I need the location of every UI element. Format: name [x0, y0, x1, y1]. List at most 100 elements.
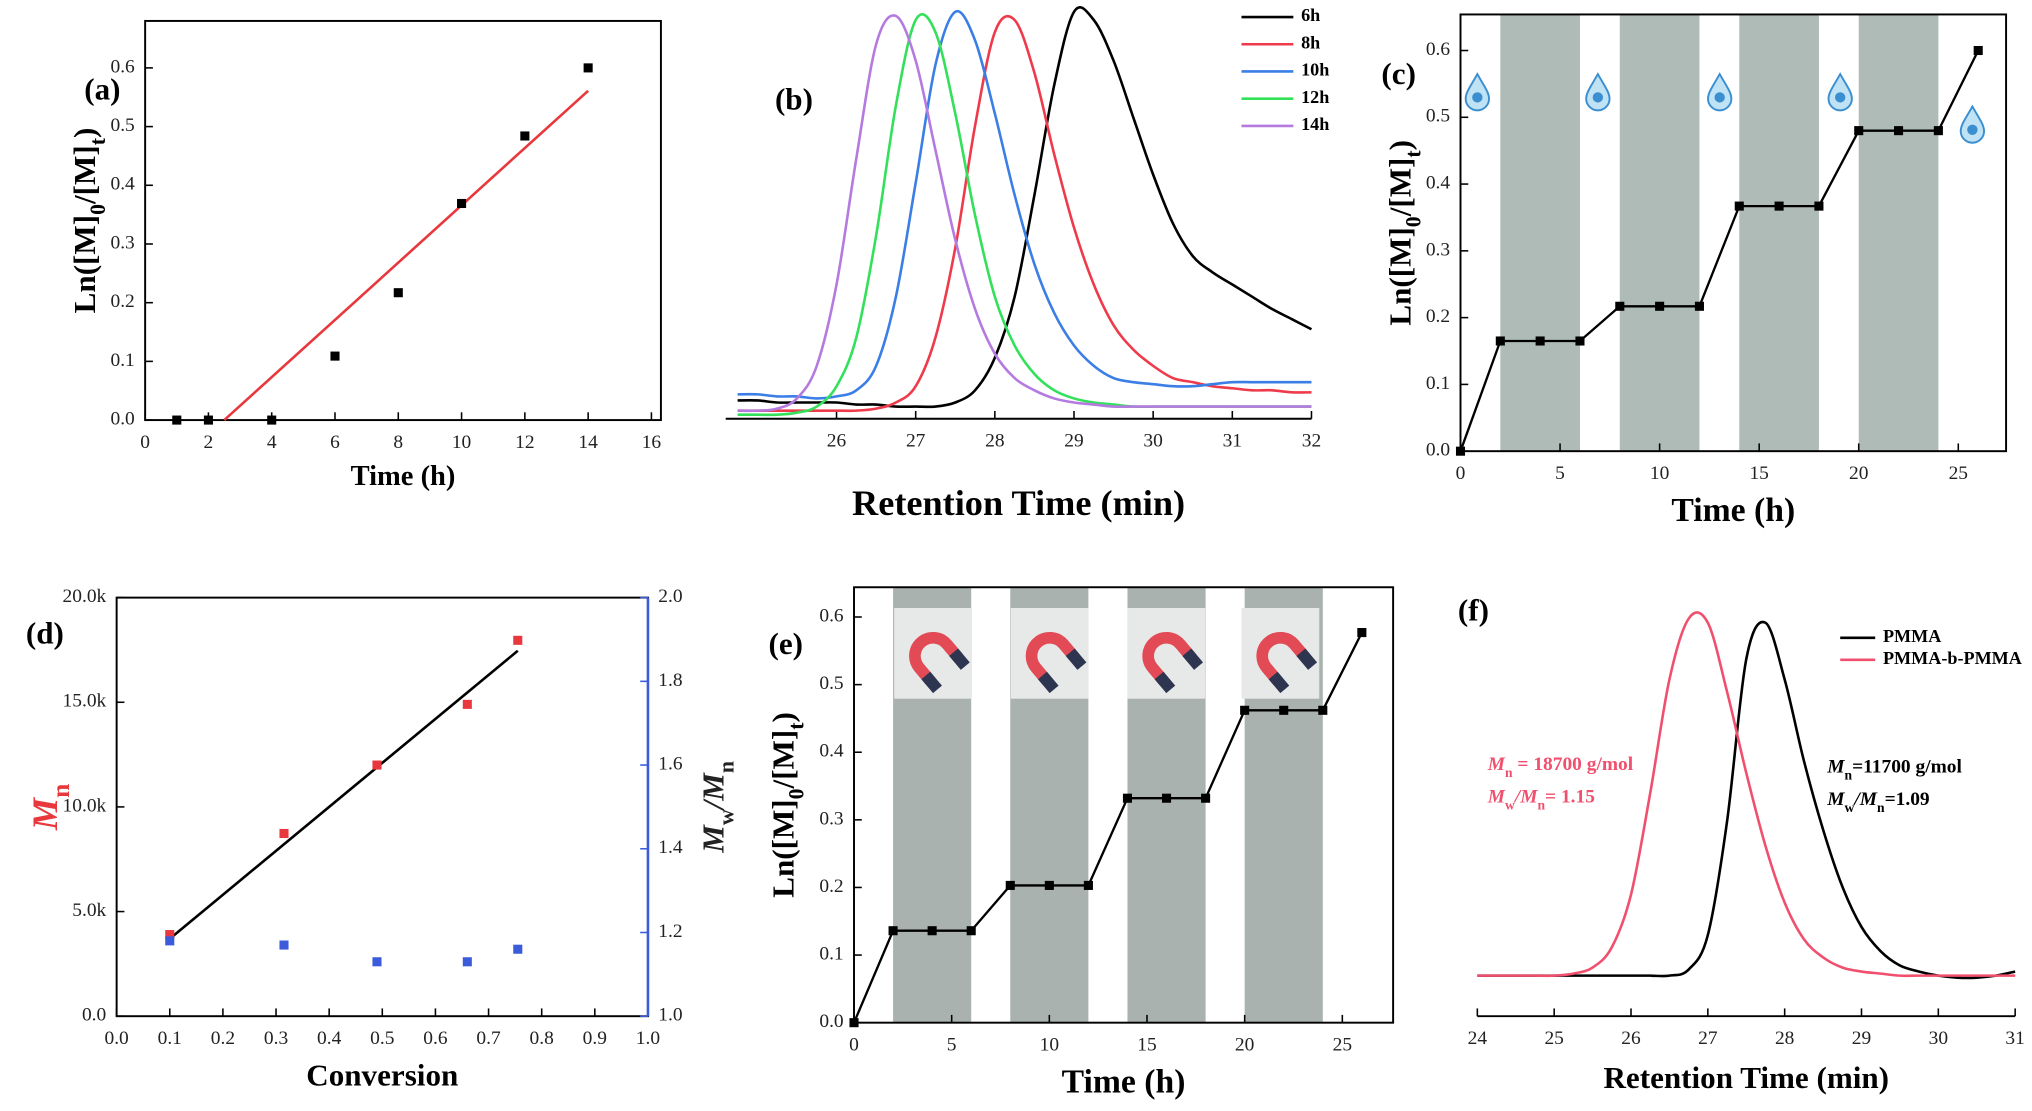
data-point — [966, 926, 976, 936]
data-point — [1774, 201, 1784, 211]
panel-label: (f) — [1458, 592, 1489, 627]
x-tick-label: 8 — [393, 432, 403, 453]
y-tick-label: 0.3 — [110, 232, 134, 253]
data-point — [927, 926, 937, 936]
legend-label: 12h — [1301, 87, 1329, 107]
x-axis-label: Retention Time (min) — [852, 483, 1185, 523]
plot-frame — [115, 596, 649, 1018]
label-part: 0 — [1401, 216, 1425, 227]
y2-tick-label: 2.0 — [658, 586, 682, 607]
x-tick-label: 24 — [1468, 1028, 1488, 1049]
label-part: w — [1505, 797, 1515, 812]
y-tick-label: 0.4 — [1426, 173, 1451, 194]
data-point — [1933, 126, 1943, 136]
data-point — [165, 930, 175, 940]
data-point — [849, 1018, 859, 1028]
plot-frame — [144, 19, 662, 422]
data-point — [1455, 446, 1466, 456]
label-part: =1.09 — [1885, 790, 1930, 811]
data-point — [1201, 793, 1211, 803]
data-point — [1814, 201, 1824, 211]
magnet-icon — [1142, 631, 1204, 694]
label-part: n — [715, 761, 739, 773]
data-point — [1240, 705, 1250, 715]
y-tick-label: 0.2 — [819, 876, 843, 897]
x-tick-label: 31 — [1223, 431, 1242, 452]
y-tick-label: 0.1 — [110, 350, 134, 371]
data-point — [513, 635, 523, 645]
x-tick-label: 4 — [267, 432, 277, 453]
data-point — [462, 957, 472, 967]
label-part: t — [785, 722, 809, 730]
x-tick-label: 0.2 — [211, 1028, 235, 1049]
series-line — [737, 14, 1312, 413]
annotation: Mw/Mn= 1.15 — [1487, 787, 1595, 812]
data-point — [462, 699, 472, 709]
label-part: w — [715, 809, 739, 825]
y-tick-label: 20.0k — [63, 586, 107, 607]
drop-icon — [1959, 104, 1986, 144]
x-tick-label: 0.8 — [530, 1028, 554, 1049]
data-point — [1318, 705, 1328, 715]
data-point — [1894, 126, 1904, 136]
label-part: M — [1826, 757, 1845, 778]
x-tick-label: 10 — [1040, 1034, 1059, 1055]
data-point — [1122, 793, 1133, 803]
y-tick-label: 5.0k — [72, 900, 106, 921]
label-part: /M — [1513, 787, 1538, 808]
label-part: =11700 g/mol — [1852, 757, 1962, 778]
x-tick-label: 29 — [1852, 1028, 1871, 1049]
y-tick-label: 0.5 — [1426, 106, 1450, 127]
y-tick-label: 0.0 — [819, 1011, 843, 1032]
data-point — [513, 944, 523, 954]
y-tick-label: 0.6 — [1426, 39, 1451, 60]
fit-line — [168, 649, 519, 940]
drop-icon — [1464, 72, 1490, 112]
data-point — [1083, 880, 1093, 890]
legend-label: 10h — [1301, 60, 1329, 80]
y-tick-label: 10.0k — [63, 795, 107, 816]
x-tick-label: 0 — [849, 1034, 859, 1055]
y-tick-label: 0.1 — [1426, 373, 1450, 394]
y2-tick-label: 1.8 — [658, 670, 682, 691]
data-point — [1161, 793, 1172, 803]
y-tick-label: 0.4 — [110, 174, 135, 195]
y-tick-label: 0.4 — [819, 741, 844, 762]
label-part: M — [1487, 787, 1506, 808]
x-tick-label: 5 — [947, 1034, 957, 1055]
label-part: /[M] — [766, 730, 801, 790]
band — [1500, 14, 1580, 452]
x-tick-label: 10 — [452, 432, 471, 453]
series-line — [737, 14, 1312, 413]
y-axis-label: Ln([M]0/[M]t) — [67, 128, 110, 314]
band — [1619, 14, 1700, 452]
x-tick-label: 12 — [515, 432, 534, 453]
label-part: /[M] — [67, 145, 102, 205]
annotation: Mw/Mn=1.09 — [1826, 790, 1930, 815]
series-line — [737, 6, 1313, 409]
data-point — [1655, 301, 1665, 311]
x-tick-label: 10 — [1650, 463, 1669, 484]
drop-icon — [1585, 72, 1611, 112]
x-tick-label: 0.9 — [583, 1028, 607, 1049]
y2-tick-label: 1.4 — [658, 837, 683, 858]
x-tick-label: 0.1 — [158, 1028, 182, 1049]
data-point — [1357, 628, 1367, 638]
label-part: M — [1826, 790, 1845, 811]
data-point — [1734, 201, 1744, 211]
x-tick-label: 0 — [140, 432, 150, 453]
label-part: M — [696, 824, 731, 854]
label-part: Ln([M] — [766, 799, 801, 897]
y2-axis-label: Mw/Mn — [696, 761, 739, 854]
y-tick-label: 0.2 — [1426, 306, 1450, 327]
data-point — [1535, 336, 1545, 346]
legend-label: PMMA-b-PMMA — [1883, 648, 2022, 668]
x-tick-label: 27 — [1698, 1028, 1718, 1049]
label-part: n — [1845, 767, 1853, 782]
annotation: Mn=11700 g/mol — [1826, 757, 1962, 782]
drop-icon — [1827, 72, 1853, 112]
x-tick-label: 20 — [1849, 463, 1868, 484]
y-tick-label: 0.6 — [819, 605, 844, 626]
